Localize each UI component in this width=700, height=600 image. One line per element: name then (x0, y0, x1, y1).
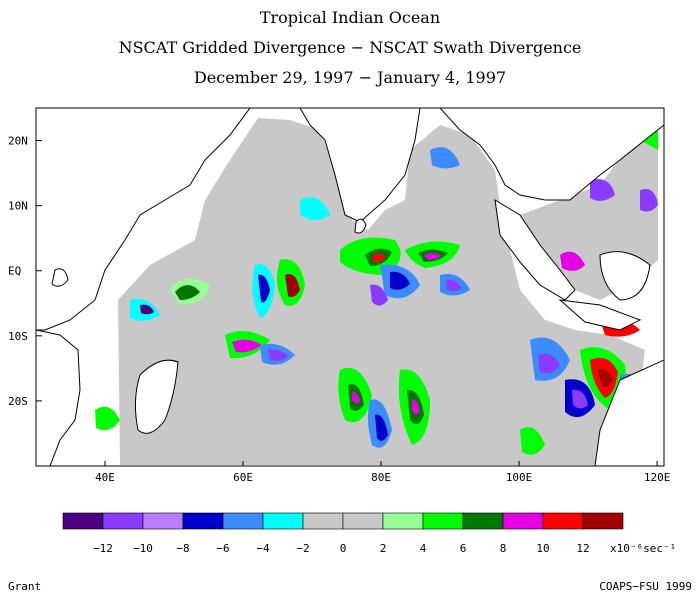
title-line-1: Tropical Indian Ocean (259, 8, 441, 27)
negative-patch (572, 389, 588, 409)
negative-patch (375, 414, 388, 441)
positive-patch (560, 251, 585, 271)
negative-patch (390, 271, 410, 290)
positive-patch (232, 339, 262, 353)
positive-patch (285, 274, 300, 298)
lon-tick-label: 100E (506, 471, 533, 484)
colorbar-swatch (62, 512, 104, 530)
lat-tick-label: 10S (8, 330, 28, 343)
colorbar-label: 8 (500, 542, 507, 555)
colorbar: −12 −10 −8 −6 −4 −2 0 2 4 6 8 10 12 (62, 512, 624, 555)
colorbar-label: −2 (296, 542, 309, 555)
negative-patch (370, 284, 388, 306)
negative-patch (446, 279, 462, 292)
colorbar-label: −4 (256, 542, 270, 555)
negative-patch (258, 274, 270, 303)
negative-patch (300, 197, 330, 220)
borneo (599, 251, 651, 301)
negative-patch (590, 179, 615, 201)
negative-patch (140, 304, 154, 315)
colorbar-label: 4 (420, 542, 427, 555)
colorbar-label: −12 (93, 542, 113, 555)
colorbar-swatch (342, 512, 384, 530)
credit-organization: COAPS−FSU 1999 (599, 580, 692, 593)
lon-tick-label: 80E (371, 471, 391, 484)
lat-tick-label: 20N (8, 135, 28, 148)
negative-patch (430, 147, 460, 169)
lon-tick-label: 40E (95, 471, 115, 484)
colorbar-swatch (182, 512, 224, 530)
africa-arabia-land (36, 108, 251, 331)
colorbar-swatch (542, 512, 584, 530)
negative-patch (538, 353, 560, 374)
positive-patch (95, 406, 120, 431)
positive-patch (412, 399, 420, 415)
plot-frame (35, 107, 665, 467)
colorbar-swatch (262, 512, 304, 530)
colorbar-label: −8 (176, 542, 189, 555)
south-africa-land (36, 329, 81, 466)
java-islands (558, 299, 642, 331)
colorbar-swatch (222, 512, 264, 530)
colorbar-swatch (382, 512, 424, 530)
colorbar-swatch (102, 512, 144, 530)
positive-patch (598, 369, 612, 388)
colorbar-label: 10 (536, 542, 549, 555)
negative-patch (268, 349, 288, 361)
positive-patch (175, 285, 200, 300)
socotra (51, 268, 69, 287)
latitude-axis: 20N 10N EQ 10S 20S (8, 135, 42, 408)
positive-patch (424, 253, 442, 260)
colorbar-swatch (462, 512, 504, 530)
title-line-3: December 29, 1997 − January 4, 1997 (193, 68, 507, 87)
colorbar-units: x10⁻⁶sec⁻¹ (610, 542, 676, 555)
positive-patch (520, 427, 545, 455)
credit-author: Grant (8, 580, 42, 593)
madagascar (134, 359, 179, 434)
colorbar-swatch (302, 512, 344, 530)
colorbar-swatch (142, 512, 184, 530)
sumatra (494, 199, 576, 301)
lat-tick-label: 20S (8, 395, 28, 408)
colorbar-label: 12 (576, 542, 589, 555)
longitude-axis: 40E 60E 80E 100E 120E (95, 461, 670, 484)
colorbar-label: 2 (380, 542, 387, 555)
colorbar-label: 0 (340, 542, 347, 555)
sri-lanka (354, 218, 367, 234)
colorbar-label: −10 (133, 542, 153, 555)
lat-tick-label: EQ (8, 265, 21, 278)
australia-land (594, 359, 664, 466)
colorbar-swatch (422, 512, 464, 530)
title-line-2: NSCAT Gridded Divergence − NSCAT Swath D… (118, 38, 582, 57)
colorbar-label: −6 (216, 542, 229, 555)
colorbar-swatch (582, 512, 624, 530)
lon-tick-label: 120E (644, 471, 671, 484)
coastlines (36, 108, 664, 466)
southeast-asia-land (439, 108, 664, 201)
negative-patch (640, 189, 658, 212)
positive-patch (372, 253, 386, 263)
lat-tick-label: 10N (8, 200, 28, 213)
colorbar-swatch (502, 512, 544, 530)
colorbar-label: 6 (460, 542, 467, 555)
lon-tick-label: 60E (233, 471, 253, 484)
positive-patch (352, 391, 360, 404)
